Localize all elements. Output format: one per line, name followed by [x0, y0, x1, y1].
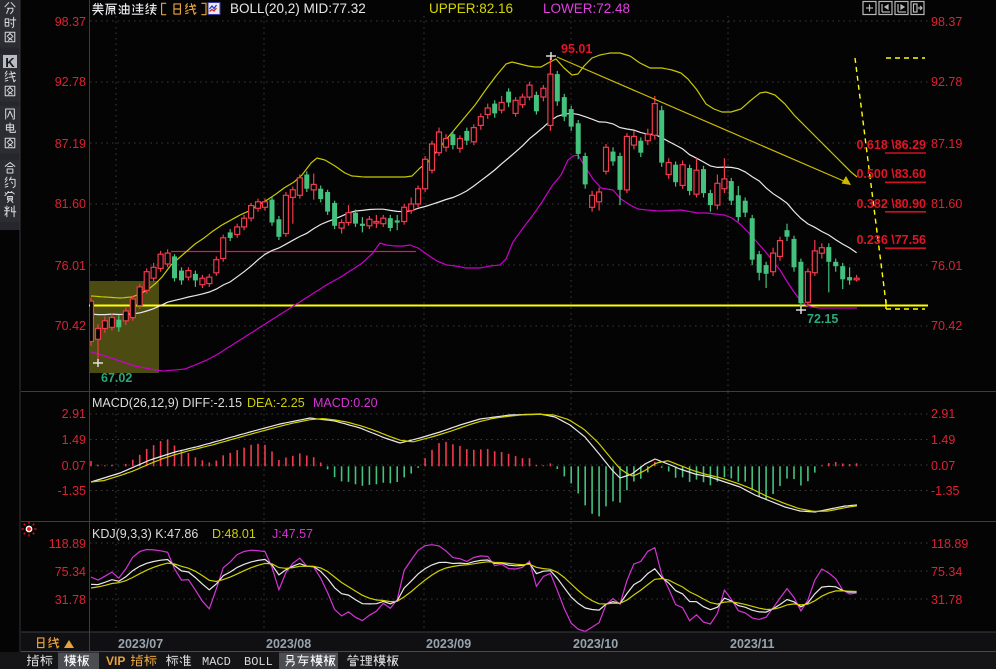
svg-text:BOLL: BOLL: [244, 655, 273, 669]
svg-text:D:48.01: D:48.01: [212, 527, 256, 541]
svg-text:0.07: 0.07: [931, 459, 955, 473]
svg-text:2023/09: 2023/09: [426, 637, 471, 651]
svg-text:UPPER:82.16: UPPER:82.16: [429, 1, 513, 16]
svg-text:2023/07: 2023/07: [118, 637, 163, 651]
svg-text:72.15: 72.15: [807, 312, 838, 326]
svg-text:VIP: VIP: [106, 654, 125, 668]
svg-text:KDJ(9,3,3) K:47.86: KDJ(9,3,3) K:47.86: [92, 527, 198, 541]
svg-text:67.02: 67.02: [101, 371, 132, 385]
svg-text:LOWER:72.48: LOWER:72.48: [543, 1, 630, 16]
svg-text:2023/08: 2023/08: [266, 637, 311, 651]
svg-text:0.500 \83.60: 0.500 \83.60: [856, 167, 926, 181]
svg-text:2023/10: 2023/10: [573, 637, 618, 651]
svg-text:70.42: 70.42: [931, 319, 962, 333]
svg-text:-1.35: -1.35: [58, 484, 87, 498]
svg-text:0.07: 0.07: [62, 459, 86, 473]
svg-text:92.78: 92.78: [931, 75, 962, 89]
svg-text:76.01: 76.01: [55, 259, 86, 273]
svg-text:87.19: 87.19: [55, 137, 86, 151]
svg-text:2023/11: 2023/11: [730, 637, 775, 651]
svg-text:98.37: 98.37: [55, 15, 86, 29]
svg-text:0.618 \86.29: 0.618 \86.29: [856, 138, 926, 152]
svg-text:98.37: 98.37: [931, 15, 962, 29]
svg-text:31.78: 31.78: [55, 593, 86, 607]
svg-text:1.49: 1.49: [62, 433, 86, 447]
svg-text:MACD(26,12,9) DIFF:-2.15: MACD(26,12,9) DIFF:-2.15: [92, 396, 242, 410]
svg-text:MACD:0.20: MACD:0.20: [313, 396, 378, 410]
svg-text:118.89: 118.89: [49, 537, 86, 551]
svg-text:81.60: 81.60: [931, 197, 962, 211]
svg-text:95.01: 95.01: [561, 42, 592, 56]
svg-text:0.382 \80.90: 0.382 \80.90: [856, 197, 926, 211]
svg-text:76.01: 76.01: [931, 259, 962, 273]
svg-text:-1.35: -1.35: [931, 484, 960, 498]
svg-text:81.60: 81.60: [55, 197, 86, 211]
svg-text:70.42: 70.42: [55, 319, 86, 333]
svg-text:31.78: 31.78: [931, 593, 962, 607]
svg-text:118.89: 118.89: [931, 537, 968, 551]
svg-text:75.34: 75.34: [931, 565, 962, 579]
svg-text:DEA:-2.25: DEA:-2.25: [247, 396, 305, 410]
svg-text:2.91: 2.91: [62, 407, 86, 421]
svg-text:J:47.57: J:47.57: [272, 527, 313, 541]
svg-text:75.34: 75.34: [55, 565, 86, 579]
svg-text:87.19: 87.19: [931, 137, 962, 151]
svg-text:MACD: MACD: [202, 655, 231, 669]
svg-text:92.78: 92.78: [55, 75, 86, 89]
svg-text:0.236 \77.56: 0.236 \77.56: [856, 233, 926, 247]
svg-text:BOLL(20,2) MID:77.32: BOLL(20,2) MID:77.32: [230, 1, 366, 16]
svg-text:K: K: [5, 55, 15, 70]
svg-text:1.49: 1.49: [931, 433, 955, 447]
svg-text:2.91: 2.91: [931, 407, 955, 421]
